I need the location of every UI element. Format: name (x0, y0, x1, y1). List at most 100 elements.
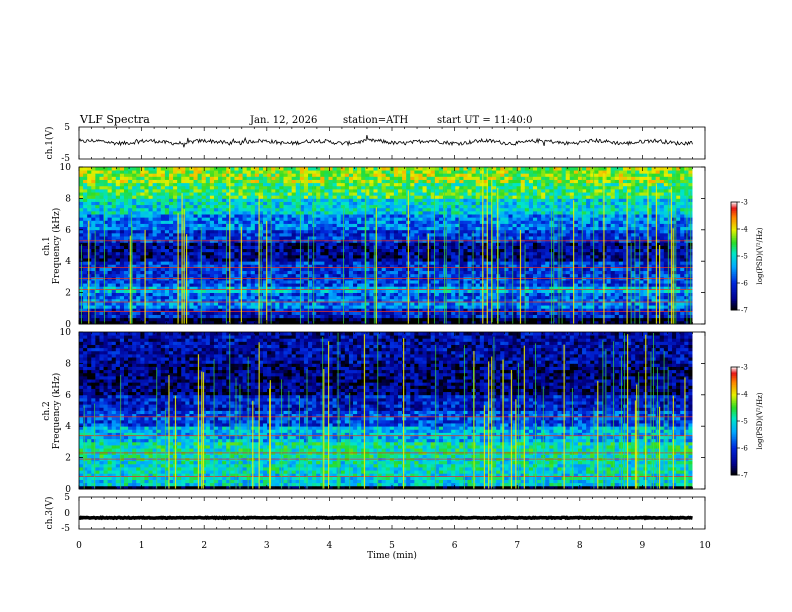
spectrogram-cell (291, 267, 297, 272)
spectrogram-cell (438, 207, 444, 212)
spectrogram-cell (414, 210, 419, 215)
spectrogram-cell (475, 248, 481, 253)
spectrogram-cell (320, 305, 325, 309)
spectrogram-cell (168, 176, 174, 180)
spectrogram-cell (156, 201, 162, 206)
spectrogram-cell (132, 261, 137, 265)
spectrogram-cell (467, 270, 473, 275)
spectrogram-cell (369, 207, 374, 212)
spectrogram-cell (369, 248, 374, 253)
spectrogram-cell (422, 223, 428, 228)
spectrogram-cell (123, 198, 129, 202)
spectrogram-cell (402, 280, 407, 284)
spectrogram-cell (430, 204, 436, 209)
spectrogram-cell (123, 298, 129, 303)
spectrogram-cell (283, 226, 288, 231)
spectrogram-cell (152, 217, 158, 221)
spectrogram-cell (79, 170, 84, 174)
spectrogram-cell (123, 176, 129, 180)
spectrogram-cell (226, 192, 231, 196)
spectrogram-cell (99, 283, 104, 287)
spectrogram-cell (152, 210, 158, 215)
spectrogram-cell (230, 210, 235, 215)
spectrogram-cell (471, 167, 477, 171)
spectrogram-cell (238, 280, 243, 284)
spectrogram-cell (430, 314, 436, 319)
spectrogram-cell (389, 292, 395, 297)
spectrogram-cell (209, 185, 215, 190)
spectrogram-cell (418, 267, 423, 272)
spectrogram-cell (168, 302, 174, 306)
spectrogram-cell (324, 185, 329, 190)
spectrogram-cell (295, 198, 301, 202)
spectrogram-cell (156, 251, 162, 256)
spectrogram-cell (152, 292, 158, 297)
spectrogram-cell (87, 267, 92, 272)
spectrogram-cell (193, 210, 199, 215)
spectrogram-cell (238, 232, 243, 237)
spectrogram-cell (324, 286, 329, 290)
spectrogram-cell (279, 217, 284, 221)
spectrogram-cell (107, 292, 113, 297)
spectrogram-cell (455, 217, 460, 221)
spectrogram-cell (369, 188, 374, 193)
spectrogram-cell (254, 198, 260, 202)
spectrogram-cell (95, 261, 100, 265)
spectrogram-cell (316, 226, 321, 231)
spectrogram-cell (475, 229, 481, 234)
spectrogram-cell (418, 188, 423, 193)
spectrogram-cell (451, 232, 456, 237)
spectrogram-cell (132, 226, 137, 231)
spectrogram-cell (209, 317, 215, 322)
spectrogram-cell (111, 283, 117, 287)
spectrogram-cell (140, 210, 145, 215)
spectrogram-cell (83, 236, 88, 240)
spectrogram-cell (205, 273, 211, 278)
spectrogram-cell (303, 289, 309, 293)
spectrogram-cell (144, 289, 149, 293)
spectrogram-cell (205, 167, 211, 171)
spectrogram-cell (271, 192, 276, 196)
spectrogram-cell (463, 320, 468, 325)
spectrogram-cell (393, 195, 399, 199)
spectrogram-cell (287, 173, 293, 177)
spectrogram-cell (193, 245, 199, 250)
spectrogram-cell (365, 273, 370, 278)
spectrogram-cell (254, 192, 260, 196)
spectrogram-cell (87, 188, 92, 193)
spectrogram-cell (119, 198, 125, 202)
spectrogram-cell (320, 251, 325, 256)
spectrogram-cell (83, 204, 88, 209)
spectrogram-cell (234, 254, 239, 259)
spectrogram-cell (418, 314, 423, 319)
spectrogram-cell (303, 258, 309, 262)
spectrogram-cell (99, 317, 104, 322)
spectrogram-cell (422, 236, 428, 240)
spectrogram-cell (430, 251, 436, 256)
spectrogram-cell (463, 280, 468, 284)
spectrogram-cell (181, 223, 186, 228)
spectrogram-cell (156, 289, 162, 293)
spectrogram-cell (144, 210, 149, 215)
spectrogram-cell (402, 242, 407, 246)
spectrogram-cell (218, 245, 223, 250)
spectrogram-cell (308, 286, 313, 290)
spectrogram-cell (222, 264, 227, 268)
spectrogram-cell (230, 264, 235, 268)
spectrogram-cell (271, 311, 276, 315)
spectrogram-cell (389, 217, 395, 221)
spectrogram-cell (201, 308, 207, 312)
spectrogram-cell (393, 207, 399, 212)
spectrogram-cell (361, 198, 366, 202)
spectrogram-cell (398, 176, 403, 180)
spectrogram-cell (148, 195, 154, 199)
spectrogram-cell (447, 308, 452, 312)
spectrogram-cell (234, 236, 239, 240)
spectrogram-cell (197, 217, 203, 221)
spectrogram-cell (156, 258, 162, 262)
spectrogram-cell (287, 273, 293, 278)
spectrogram-cell (275, 226, 280, 231)
spectrogram-cell (377, 267, 383, 272)
spectrogram-cell (381, 248, 387, 253)
spectrogram-cell (103, 236, 109, 240)
